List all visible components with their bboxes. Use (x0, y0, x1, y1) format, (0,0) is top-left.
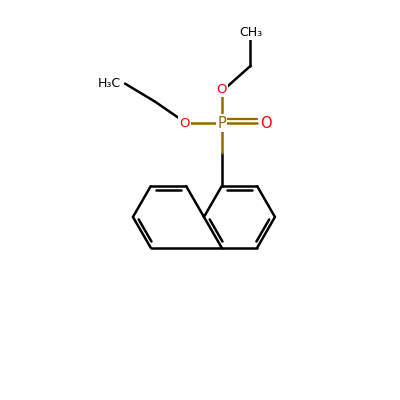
Text: P: P (217, 116, 226, 130)
Text: O: O (216, 83, 227, 96)
Text: O: O (260, 116, 272, 130)
Text: CH₃: CH₃ (239, 26, 262, 39)
Text: H₃C: H₃C (98, 77, 121, 90)
Text: O: O (179, 116, 190, 130)
